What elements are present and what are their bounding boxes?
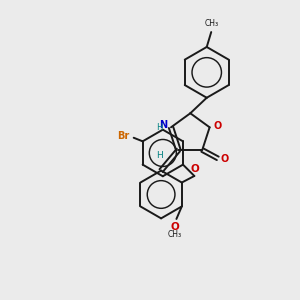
Text: CH₃: CH₃ xyxy=(205,20,219,28)
Text: H: H xyxy=(156,151,163,160)
Text: CH₃: CH₃ xyxy=(168,230,182,239)
Text: N: N xyxy=(159,120,167,130)
Text: O: O xyxy=(191,164,200,174)
Text: Br: Br xyxy=(117,131,129,141)
Text: H: H xyxy=(156,123,163,132)
Text: O: O xyxy=(214,121,222,131)
Text: O: O xyxy=(170,222,179,232)
Text: O: O xyxy=(221,154,229,164)
